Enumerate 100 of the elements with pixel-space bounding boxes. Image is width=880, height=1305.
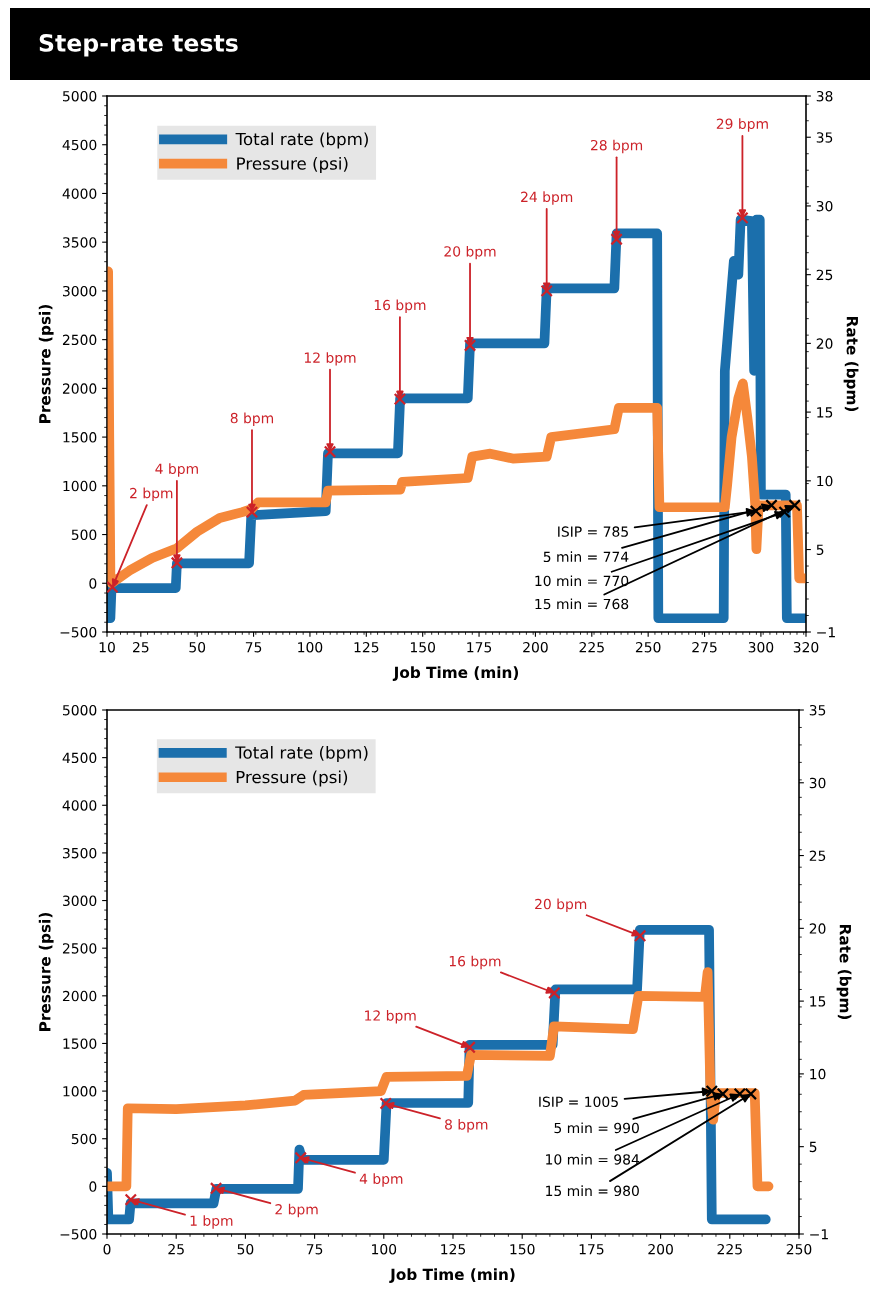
annotation: 12 bpm	[304, 352, 356, 366]
x-tick-label: 25	[133, 641, 149, 653]
point	[749, 504, 763, 518]
annotation: 10 min = 770	[535, 575, 629, 587]
point	[765, 499, 778, 512]
annotation: 20 bpm	[444, 245, 496, 260]
point	[294, 1151, 308, 1165]
point	[736, 211, 749, 225]
x-tick-label: 175	[579, 1244, 604, 1255]
annotation: 15 min = 768	[535, 598, 629, 610]
y2-tick-label: −1	[817, 627, 835, 638]
x-tick-label: 100	[298, 641, 323, 653]
x-tick-label: 50	[189, 641, 206, 653]
x-tick-label: 125	[441, 1243, 466, 1255]
annotation: 29 bpm	[716, 118, 768, 132]
legend-label: Total rate (bpm)	[235, 745, 368, 763]
y2-axis-title: Rate (bpm)	[843, 317, 859, 412]
point	[107, 580, 119, 594]
y2-tick-label: 38	[816, 90, 833, 102]
x-tick-label: 25	[168, 1243, 184, 1255]
y-tick-label: 3000	[62, 895, 97, 907]
annotation: 15 min = 980	[546, 1185, 639, 1197]
y-axis-title: Pressure (psi)	[38, 913, 54, 1031]
x-tick-label: 275	[692, 641, 717, 653]
y-tick-label: 4500	[62, 139, 97, 151]
y2-tick-label: 15	[810, 996, 826, 1007]
y-tick-label: 2500	[62, 943, 97, 954]
point	[788, 499, 801, 512]
annotation: 4 bpm	[155, 463, 198, 477]
y-tick-label: 4000	[62, 800, 97, 811]
y-tick-label: 500	[71, 529, 97, 541]
y2-tick-label: 20	[809, 923, 826, 934]
legend-label: Total rate (bpm)	[235, 132, 368, 149]
x-axis-title: Job Time (min)	[389, 1268, 515, 1283]
annotation: 1 bpm	[190, 1215, 233, 1229]
annotation: ISIP = 785	[558, 526, 628, 537]
y-tick-label: 2500	[62, 334, 97, 346]
x-tick-label: 250	[635, 641, 661, 653]
y-tick-label: −500	[60, 1228, 97, 1240]
y2-tick-label: 25	[816, 269, 833, 281]
y-tick-label: 1500	[63, 432, 97, 443]
y2-tick-label: −1	[810, 1229, 828, 1240]
y-tick-label: 2000	[62, 990, 97, 1002]
x-tick-label: 200	[523, 641, 548, 653]
x-tick-label: 175	[467, 642, 492, 653]
y-tick-label: 1000	[63, 1086, 97, 1097]
legend-label: Pressure (psi)	[237, 156, 348, 174]
x-tick-label: 50	[237, 1243, 254, 1255]
y-axis-title: Pressure (psi)	[38, 305, 54, 423]
x-tick-label: 10	[99, 641, 115, 653]
point	[633, 929, 647, 943]
x-tick-label: 320	[793, 641, 819, 653]
y2-tick-label: 20	[816, 338, 833, 349]
annotation: 5 min = 990	[554, 1122, 639, 1134]
y-tick-label: 0	[89, 578, 97, 589]
legend-label: Pressure (psi)	[236, 770, 348, 787]
annotation: 5 min = 774	[543, 551, 629, 563]
y2-tick-label: 15	[817, 407, 833, 418]
point	[393, 392, 407, 406]
x-tick-label: 75	[245, 642, 262, 653]
y2-tick-label: 25	[809, 850, 826, 862]
y-tick-label: 500	[71, 1133, 97, 1145]
x-tick-label: 150	[410, 641, 436, 653]
point	[540, 284, 553, 298]
y-tick-label: 1000	[63, 480, 97, 492]
point	[463, 339, 477, 352]
y2-tick-label: 5	[816, 544, 824, 556]
x-tick-label: 150	[510, 1243, 535, 1255]
annotation: 8 bpm	[230, 412, 274, 427]
point	[463, 1041, 476, 1054]
annotation: 20 bpm	[535, 898, 587, 912]
x-tick-label: 300	[748, 641, 774, 653]
y2-tick-label: 10	[810, 1068, 826, 1080]
chart-title: Step-rate tests	[39, 33, 238, 57]
y-tick-label: −500	[60, 626, 97, 638]
y2-tick-label: 35	[809, 704, 826, 716]
point	[379, 1097, 392, 1110]
annotation: 4 bpm	[359, 1173, 403, 1187]
x-tick-label: 125	[354, 641, 379, 653]
x-tick-label: 0	[103, 1243, 111, 1255]
annotation: 10 min = 984	[546, 1153, 640, 1165]
point	[778, 505, 791, 519]
y2-axis-title: Rate (bpm)	[836, 925, 852, 1020]
y2-tick-label: 35	[816, 132, 833, 143]
annotation: 12 bpm	[365, 1009, 416, 1024]
annotation: 8 bpm	[445, 1118, 488, 1133]
y2-tick-label: 30	[816, 200, 833, 212]
annotation: 2 bpm	[275, 1203, 318, 1218]
y-tick-label: 1500	[63, 1038, 97, 1049]
y-tick-label: 4500	[62, 752, 97, 764]
y-tick-label: 4000	[62, 188, 97, 199]
y2-tick-label: 10	[817, 475, 833, 487]
x-tick-label: 100	[372, 1243, 397, 1255]
annotation: 2 bpm	[130, 487, 173, 502]
y-tick-label: 0	[89, 1181, 97, 1192]
y-tick-label: 2000	[62, 383, 97, 394]
point	[124, 1193, 138, 1206]
annotation: ISIP = 1005	[539, 1096, 618, 1108]
point	[209, 1182, 223, 1195]
point	[323, 445, 337, 458]
